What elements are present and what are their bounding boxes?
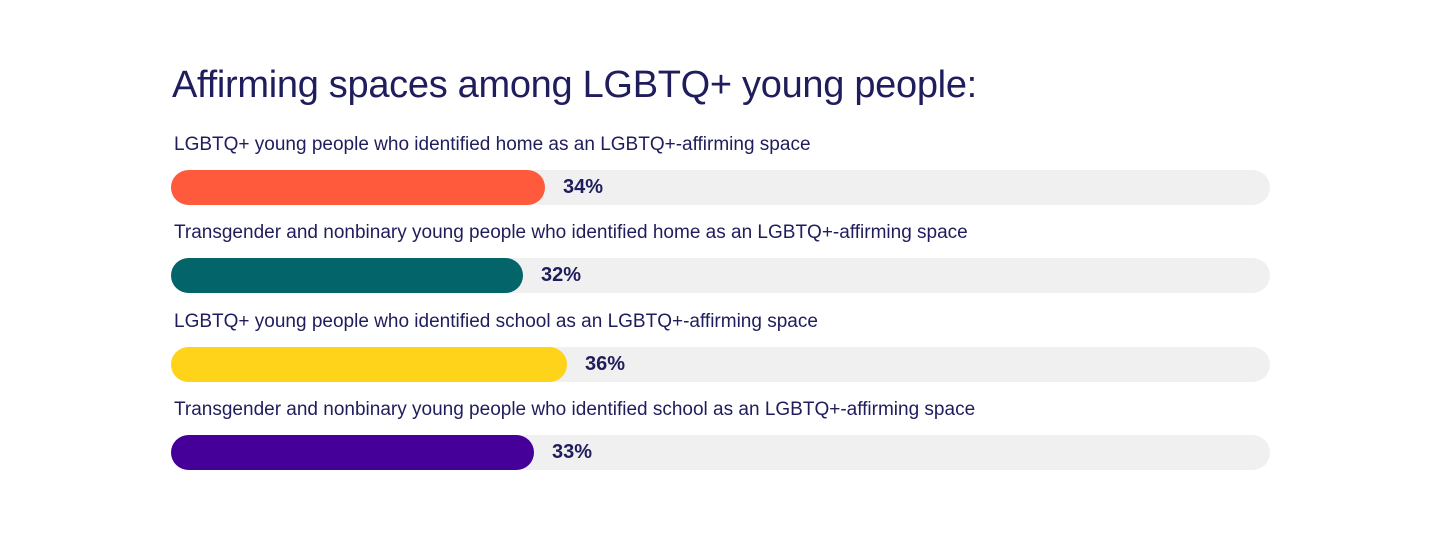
bar-track: 34%	[171, 170, 1270, 205]
bar-fill	[171, 435, 534, 470]
chart-title: Affirming spaces among LGBTQ+ young peop…	[172, 64, 977, 106]
category-label: Transgender and nonbinary young people w…	[174, 222, 968, 243]
bar-track: 33%	[171, 435, 1270, 470]
value-label: 32%	[541, 264, 582, 286]
value-label: 36%	[585, 353, 626, 375]
category-label: LGBTQ+ young people who identified schoo…	[174, 311, 818, 332]
bar-fill	[171, 347, 567, 382]
bar-fill	[171, 170, 545, 205]
bar-track: 36%	[171, 347, 1270, 382]
bar-fill	[171, 258, 523, 293]
bar-track: 32%	[171, 258, 1270, 293]
category-label: LGBTQ+ young people who identified home …	[174, 134, 811, 155]
value-label: 34%	[563, 176, 604, 198]
value-label: 33%	[552, 441, 593, 463]
category-label: Transgender and nonbinary young people w…	[174, 399, 976, 420]
